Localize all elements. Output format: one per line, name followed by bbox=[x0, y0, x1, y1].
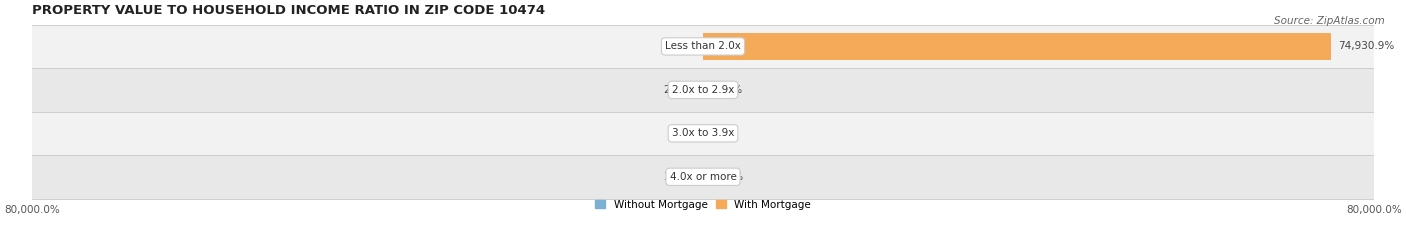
Bar bbox=[703, 33, 1331, 60]
Text: 4.0x or more: 4.0x or more bbox=[669, 172, 737, 182]
Legend: Without Mortgage, With Mortgage: Without Mortgage, With Mortgage bbox=[595, 200, 811, 210]
Text: 22.6%: 22.6% bbox=[664, 85, 696, 95]
Text: Source: ZipAtlas.com: Source: ZipAtlas.com bbox=[1274, 16, 1385, 26]
Text: 2.0x to 2.9x: 2.0x to 2.9x bbox=[672, 85, 734, 95]
Bar bbox=[32, 25, 1374, 68]
Text: 0.0%: 0.0% bbox=[671, 128, 696, 138]
Text: 0.0%: 0.0% bbox=[710, 128, 735, 138]
Text: 30.7%: 30.7% bbox=[664, 172, 696, 182]
Text: 3.0x to 3.9x: 3.0x to 3.9x bbox=[672, 128, 734, 138]
Bar bbox=[32, 155, 1374, 199]
Text: PROPERTY VALUE TO HOUSEHOLD INCOME RATIO IN ZIP CODE 10474: PROPERTY VALUE TO HOUSEHOLD INCOME RATIO… bbox=[32, 4, 546, 17]
Text: 46.4%: 46.4% bbox=[710, 172, 744, 182]
Bar bbox=[32, 112, 1374, 155]
Bar bbox=[32, 68, 1374, 112]
Text: 46.7%: 46.7% bbox=[662, 41, 696, 51]
Text: 19.9%: 19.9% bbox=[710, 85, 742, 95]
Text: 74,930.9%: 74,930.9% bbox=[1339, 41, 1395, 51]
Text: Less than 2.0x: Less than 2.0x bbox=[665, 41, 741, 51]
